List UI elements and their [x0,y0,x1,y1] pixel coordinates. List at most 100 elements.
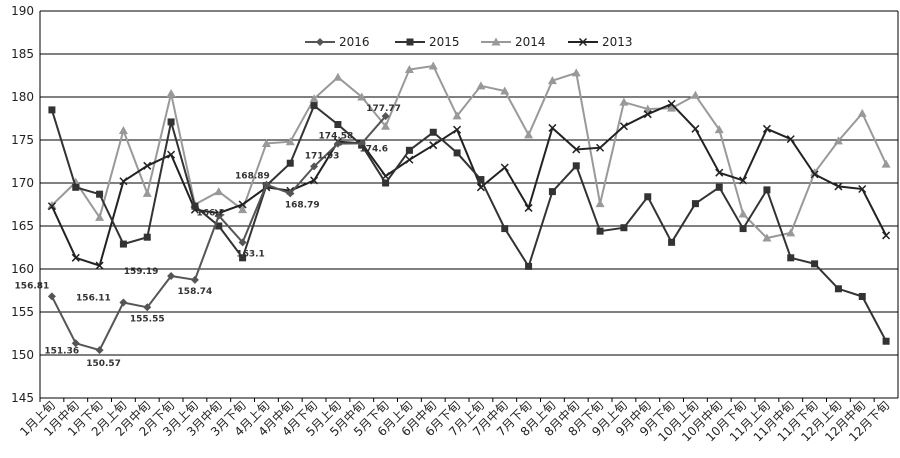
point-2013-10月中旬 [715,168,724,177]
point-2014-1月上旬 [47,200,57,209]
data-label-2016: 151.36 [44,346,79,356]
point-2013-2月上旬 [119,177,128,186]
point-2015-2月下旬 [167,118,175,126]
y-tick-label: 185 [11,47,34,61]
point-2015-10月上旬 [691,200,699,208]
point-2014-10月中旬 [714,125,724,134]
series-line-2013 [50,102,887,267]
legend-label: 2014 [515,35,546,49]
point-2016-1月上旬 [47,292,56,301]
point-2014-11月中旬 [786,228,796,237]
point-2014-7月下旬 [524,130,534,139]
data-label-2016: 171.93 [305,151,340,161]
point-2015-7月下旬 [525,262,533,270]
point-2014-3月中旬 [214,187,224,196]
y-tick-label: 165 [11,219,34,233]
legend-marker [491,37,501,46]
legend-label: 2013 [602,35,633,49]
point-2013-9月上旬 [619,122,628,131]
series-line-2015 [50,103,887,342]
point-2014-2月上旬 [118,126,128,135]
point-2016-2月中旬 [143,303,152,312]
point-2013-1月中旬 [71,253,80,262]
point-2015-8月下旬 [596,227,604,235]
point-2016-1月中旬 [71,339,80,348]
point-2015-6月下旬 [453,149,461,157]
y-tick-label: 145 [11,391,34,405]
point-2016-3月上旬 [190,275,199,284]
legend-item-2016: 2016 [305,35,370,49]
point-2013-8月上旬 [548,123,557,132]
point-2013-8月下旬 [596,143,605,152]
point-2014-9月下旬 [667,103,677,112]
point-2015-8月上旬 [548,188,556,196]
point-2016-4月中旬 [286,189,295,198]
point-2013-1月下旬 [95,261,104,270]
point-2015-4月中旬 [286,159,294,167]
point-2016-2月上旬 [119,298,128,307]
data-label-2016: 174.6 [360,144,388,154]
y-tick-label: 155 [11,305,34,319]
point-2014-1月下旬 [95,212,105,221]
point-2015-9月上旬 [620,224,628,232]
data-labels: 156.81 151.36 150.57 156.11 155.55 159.19 158.… [15,104,401,369]
legend-label: 2016 [339,35,370,49]
legend-item-2015: 2015 [395,35,460,49]
point-2016-1月下旬 [95,346,104,355]
point-2015-2月中旬 [143,233,151,241]
y-tick-label: 170 [11,176,34,190]
point-2014-11月上旬 [762,233,772,242]
point-2015-5月上旬 [334,121,342,129]
series-2013 [47,99,891,270]
point-2014-7月中旬 [500,86,510,95]
legend-item-2013: 2013 [568,35,633,49]
series-2015 [48,102,890,345]
point-2014-9月上旬 [619,97,629,106]
point-2013-9月中旬 [643,110,652,119]
point-2015-6月上旬 [405,146,413,154]
point-2014-4月下旬 [309,94,319,103]
point-2015-3月下旬 [239,254,247,262]
point-2013-4月下旬 [310,176,319,185]
point-2013-9月下旬 [667,99,676,108]
series-line-2014 [51,64,888,240]
point-2014-8月下旬 [595,199,605,208]
point-2015-1月上旬 [48,106,56,114]
series-2016 [47,112,390,355]
legend: 2016 2015 2014 2013 [305,35,633,49]
point-2014-2月下旬 [166,89,176,98]
point-2015-10月下旬 [739,225,747,233]
point-2014-3月下旬 [238,205,248,214]
legend-marker [316,38,324,46]
point-2014-4月上旬 [261,138,271,147]
point-2013-11月中旬 [786,135,795,144]
point-2013-2月下旬 [167,150,176,159]
point-2015-9月下旬 [668,238,676,246]
point-2015-8月中旬 [572,162,580,170]
y-axis-tick-labels: 145 150 155 160 165 170 175 180 185 190 [11,4,34,405]
point-2014-8月上旬 [547,76,557,85]
data-label-2016: 174.58 [319,132,354,142]
point-2013-3月下旬 [238,200,247,209]
data-label-2016: 150.57 [86,359,121,369]
point-2013-1月上旬 [47,202,56,211]
point-2015-1月中旬 [72,183,80,191]
point-2015-12月中旬 [858,293,866,301]
point-2013-12月中旬 [858,184,867,194]
point-2013-7月下旬 [524,203,533,212]
point-2016-3月中旬 [214,211,223,220]
point-2015-12月上旬 [834,285,842,293]
data-label-2016: 156.81 [15,281,50,291]
y-tick-label: 175 [11,133,34,147]
point-2014-5月上旬 [333,72,343,81]
point-2015-9月中旬 [644,193,652,201]
data-label-2016: 155.55 [130,314,165,324]
legend-label: 2015 [429,35,460,49]
point-2016-5月上旬 [333,139,342,148]
series-layer [47,61,891,355]
point-2016-3月下旬 [238,238,247,247]
point-2015-2月上旬 [119,240,127,248]
legend-marker [406,38,414,46]
